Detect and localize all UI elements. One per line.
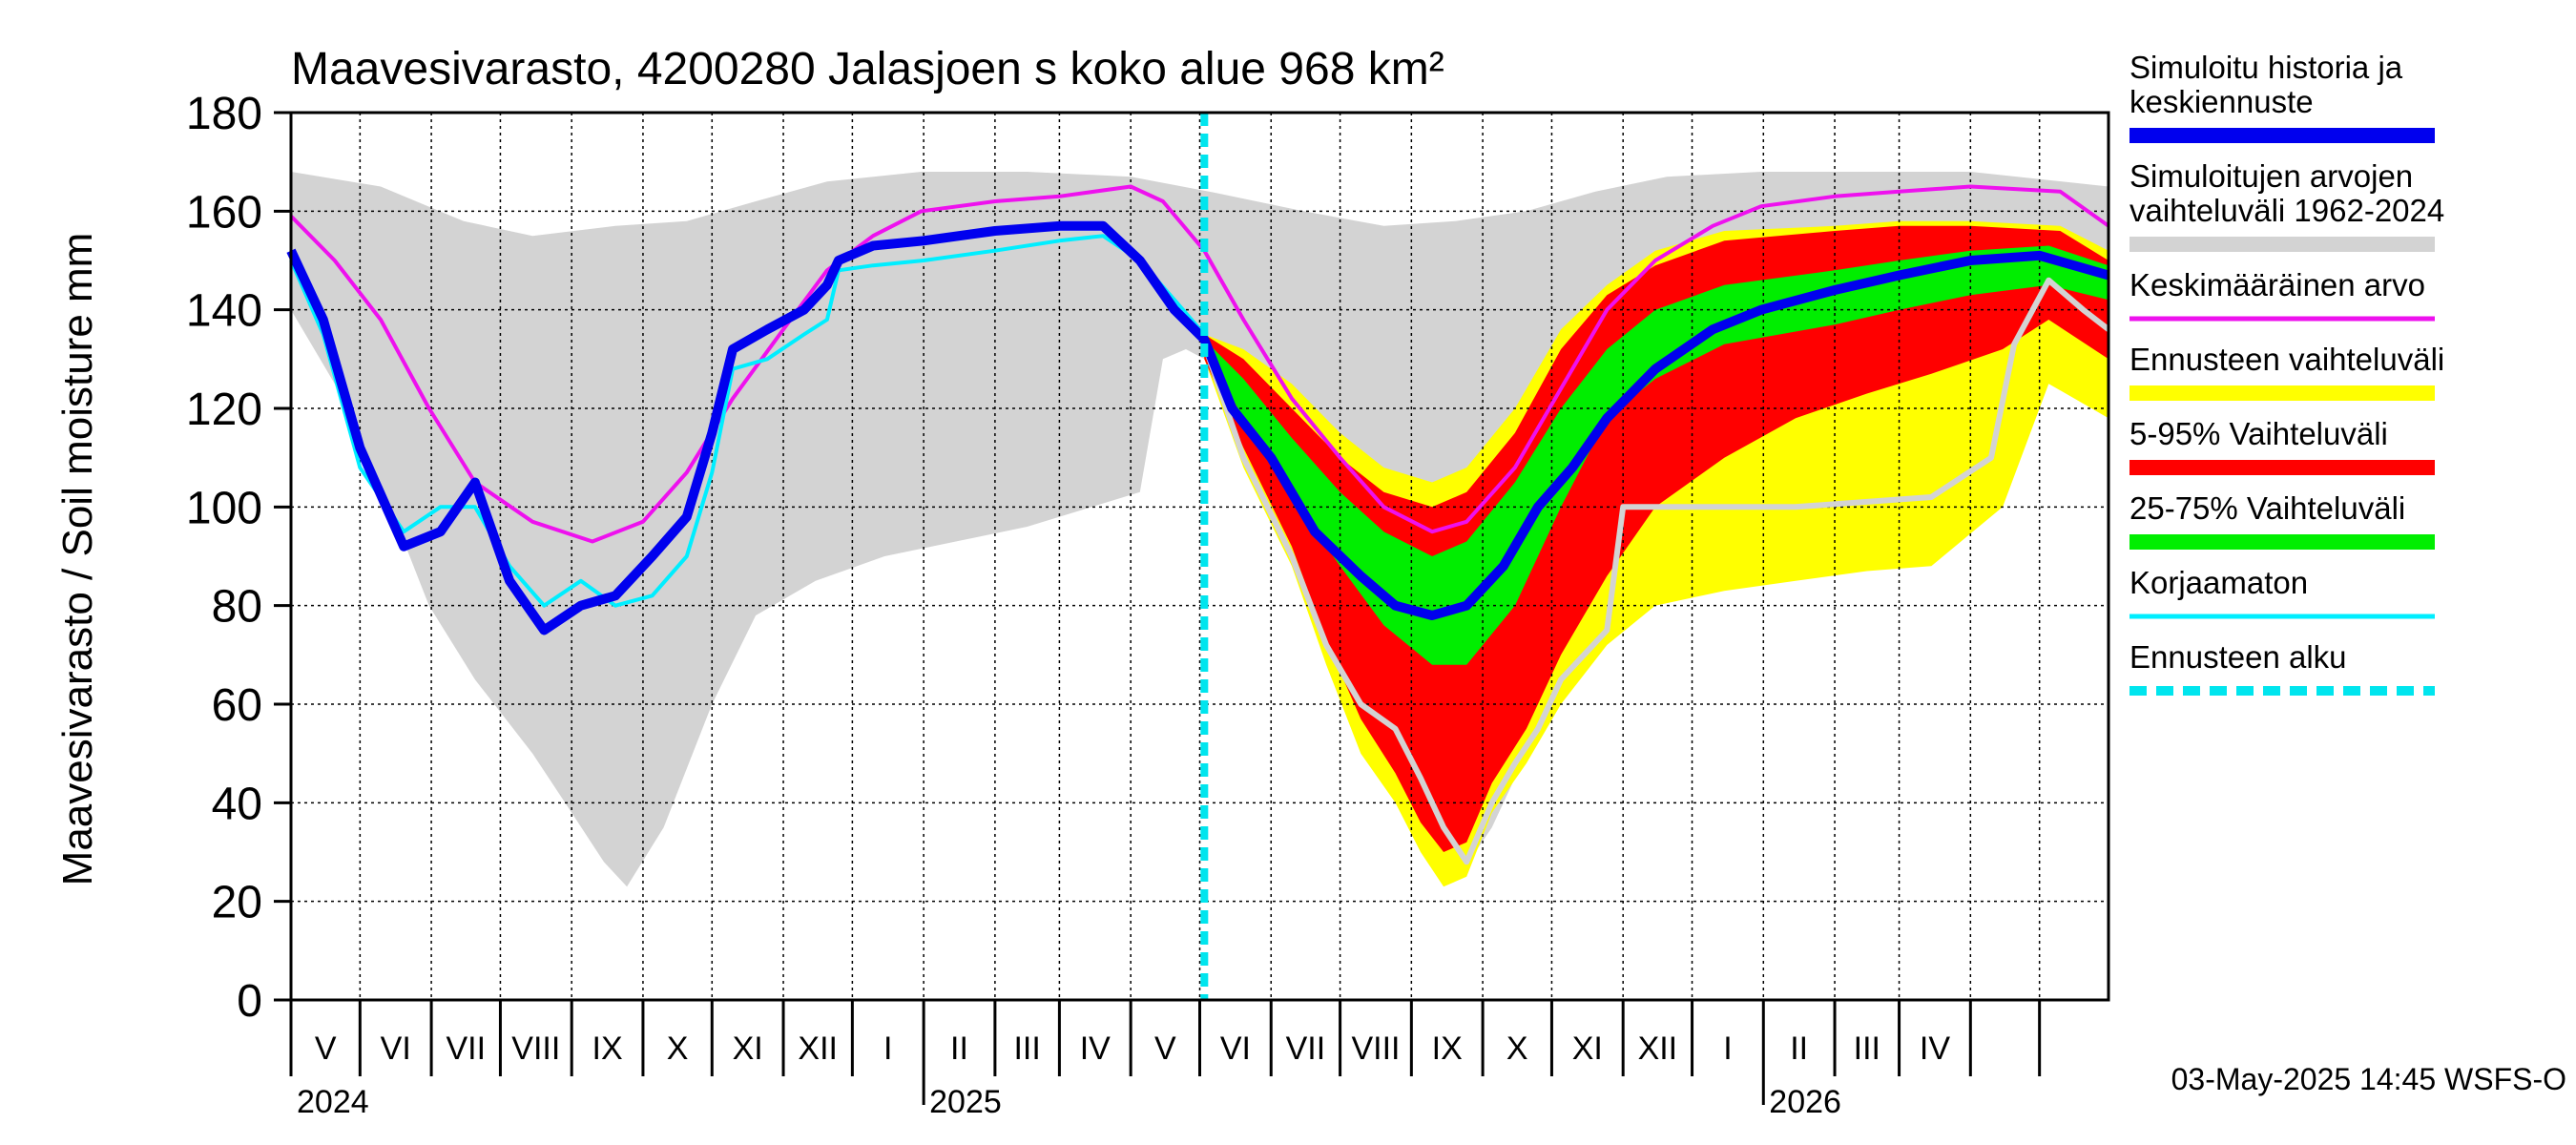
x-month-label: VII	[446, 1030, 486, 1067]
y-tick-label: 40	[212, 779, 262, 829]
x-month-label: X	[1506, 1030, 1528, 1067]
footer-timestamp: 03-May-2025 14:45 WSFS-O	[2171, 1062, 2566, 1096]
y-tick-label: 20	[212, 878, 262, 928]
x-month-label: V	[315, 1030, 337, 1067]
x-month-label: IV	[1920, 1030, 1950, 1067]
x-year-label: 2024	[297, 1084, 369, 1120]
legend-label: 25-75% Vaihteluväli	[2129, 490, 2405, 526]
plot-area	[286, 112, 2110, 1001]
x-month-label: I	[883, 1030, 892, 1067]
forecast-grey-line	[1201, 277, 2110, 865]
chart-title: Maavesivarasto, 4200280 Jalasjoen s koko…	[291, 44, 1444, 94]
y-tick-label: 160	[186, 187, 262, 238]
x-month-label: IX	[1432, 1030, 1463, 1067]
legend-label: 5-95% Vaihteluväli	[2129, 416, 2388, 451]
y-tick-label: 0	[237, 976, 262, 1027]
grid-lines	[290, 112, 2109, 1001]
x-month-label: I	[1723, 1030, 1732, 1067]
x-month-label: III	[1854, 1030, 1880, 1067]
y-axis-label: Maavesivarasto / Soil moisture mm	[54, 233, 101, 886]
x-month-label: VIII	[1351, 1030, 1400, 1067]
x-month-label: IV	[1080, 1030, 1111, 1067]
y-tick-label: 180	[186, 89, 262, 139]
x-month-label: X	[667, 1030, 689, 1067]
y-tick-label: 120	[186, 385, 262, 435]
y-tick-label: 80	[212, 582, 262, 633]
x-month-label: II	[950, 1030, 968, 1067]
x-month-label: IX	[592, 1030, 623, 1067]
y-tick-label: 140	[186, 286, 262, 337]
y-tick-label: 60	[212, 680, 262, 731]
x-month-label: XI	[1572, 1030, 1603, 1067]
x-month-label: III	[1013, 1030, 1040, 1067]
x-month-label: XI	[733, 1030, 763, 1067]
x-year-label: 2025	[929, 1084, 1002, 1120]
legend-label: Korjaamaton	[2129, 565, 2308, 600]
legend-label: Keskimääräinen arvo	[2129, 267, 2425, 302]
mean-line	[289, 184, 2110, 544]
x-month-label: VI	[381, 1030, 411, 1067]
x-month-label: V	[1154, 1030, 1176, 1067]
x-month-label: XII	[798, 1030, 838, 1067]
x-month-label: VI	[1220, 1030, 1251, 1067]
x-year-label: 2026	[1769, 1084, 1841, 1120]
x-month-label: VII	[1286, 1030, 1326, 1067]
legend-label: Simuloitujen arvojen	[2129, 158, 2413, 194]
legend-label: Simuloitu historia ja	[2129, 50, 2403, 85]
p25-75-band	[1204, 245, 2109, 665]
y-tick-label: 100	[186, 483, 262, 533]
x-month-label: XII	[1638, 1030, 1678, 1067]
history-line	[286, 220, 2110, 635]
legend-label: Ennusteen vaihteluväli	[2129, 342, 2444, 377]
legend-label: vaihteluväli 1962-2024	[2129, 193, 2444, 228]
legend-label: Ennusteen alku	[2129, 639, 2347, 675]
p5-95-band	[1204, 225, 2109, 853]
x-month-label: II	[1790, 1030, 1808, 1067]
legend-label: keskiennuste	[2129, 84, 2314, 119]
uncorrected-line	[289, 234, 1206, 608]
x-month-label: VIII	[511, 1030, 560, 1067]
